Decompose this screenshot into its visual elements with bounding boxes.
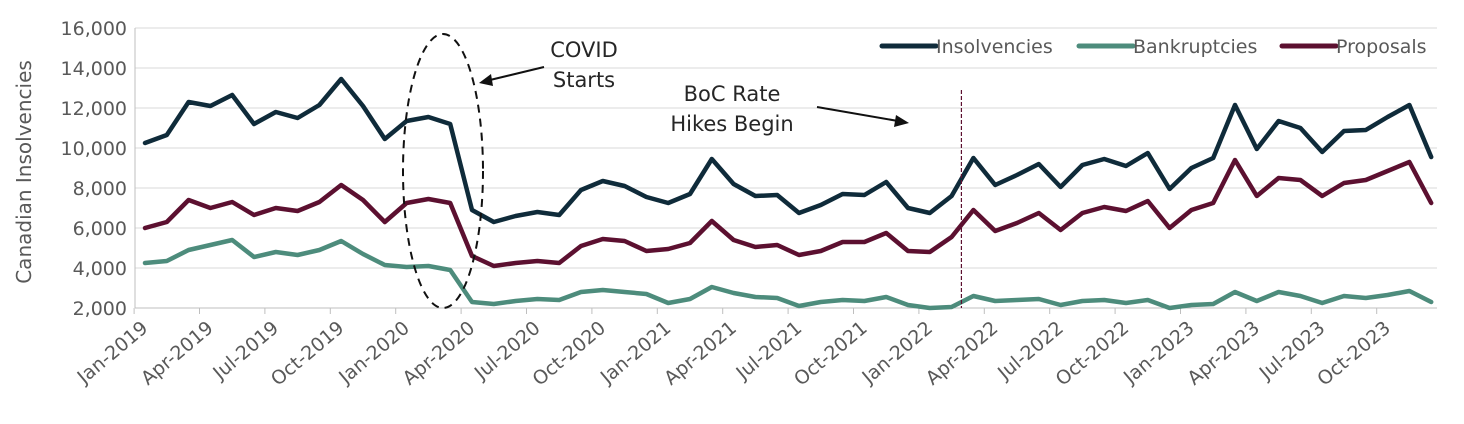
boc-annotation-line-1: BoC Rate xyxy=(684,82,781,106)
boc-arrow xyxy=(816,106,909,127)
covid-annotation-line-2: Starts xyxy=(553,68,615,92)
x-tick-label: Oct-2020 xyxy=(528,317,610,390)
x-tick-label: Apr-2020 xyxy=(399,317,480,390)
x-tick-label: Oct-2019 xyxy=(267,317,349,390)
legend: Insolvencies Bankruptcies Proposals xyxy=(879,36,1427,58)
y-tick-label: 12,000 xyxy=(61,98,127,120)
legend-label-proposals: Proposals xyxy=(1336,36,1427,58)
boc-annotation-line-2: Hikes Begin xyxy=(670,112,793,136)
x-tick-label: Oct-2023 xyxy=(1313,317,1395,390)
covid-annotation: COVID Starts xyxy=(550,38,618,92)
covid-arrow xyxy=(479,66,545,86)
y-tick-labels: 2,000 4,000 6,000 8,000 10,000 12,000 14,000 16… xyxy=(61,18,127,320)
x-tick-label: Apr-2019 xyxy=(137,317,218,390)
y-tick-label: 14,000 xyxy=(61,58,127,80)
series-line-insolvencies xyxy=(142,76,1434,225)
y-axis-title: Canadian Insolvencies xyxy=(12,60,36,284)
legend-label-insolvencies: Insolvencies xyxy=(936,36,1053,58)
x-tick-label: Apr-2023 xyxy=(1183,317,1264,390)
legend-label-bankruptcies: Bankruptcies xyxy=(1133,36,1257,58)
boc-annotation: BoC Rate Hikes Begin xyxy=(670,82,793,136)
y-gridlines xyxy=(135,27,1437,309)
x-tick-labels: Jan-2019Apr-2019Jul-2019Oct-2019Jan-2020… xyxy=(73,317,1395,390)
y-tick-label: 16,000 xyxy=(61,18,127,40)
y-tick-label: 10,000 xyxy=(61,138,127,160)
axes xyxy=(133,28,1437,314)
x-tick-label: Apr-2021 xyxy=(660,317,741,390)
covid-highlight-ellipse xyxy=(402,33,484,309)
x-tick-label: Oct-2021 xyxy=(790,317,872,390)
x-tick-label: Oct-2022 xyxy=(1052,317,1134,390)
series-lines xyxy=(142,76,1434,311)
y-tick-label: 8,000 xyxy=(73,178,127,200)
series-line-proposals xyxy=(142,157,1434,269)
y-tick-label: 4,000 xyxy=(73,258,127,280)
x-tick-label: Apr-2022 xyxy=(922,317,1003,390)
series-line-bankruptcies xyxy=(142,237,1434,311)
y-tick-label: 2,000 xyxy=(73,298,127,320)
y-tick-label: 6,000 xyxy=(73,218,127,240)
covid-annotation-line-1: COVID xyxy=(550,38,618,62)
